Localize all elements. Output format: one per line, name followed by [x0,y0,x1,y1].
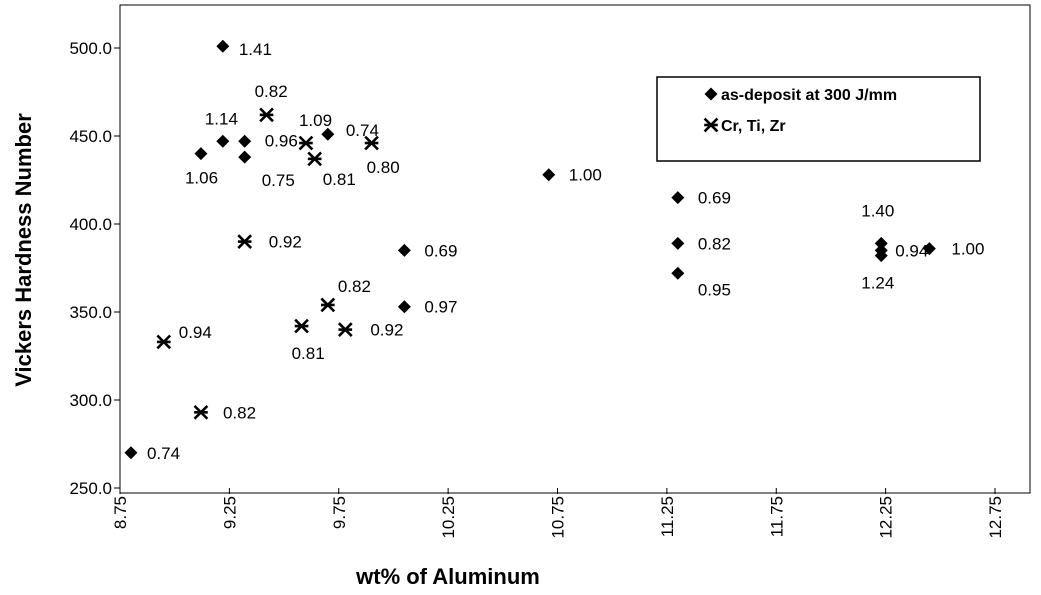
data-label-0-9: 1.00 [569,166,602,185]
x-tick-label-6: 11.75 [767,496,786,537]
point-asterisk-1 [193,404,209,420]
point-diamond-7 [397,243,411,257]
x-tick-label-7: 12.25 [877,496,896,539]
data-label-0-2: 1.06 [185,169,218,188]
data-label-1-6: 0.81 [292,344,325,363]
data-label-0-8: 0.97 [424,298,457,317]
data-label-1-7: 0.82 [338,277,371,296]
plot-border [119,4,1031,494]
series-1 [156,107,379,420]
data-label-0-16: 1.00 [951,240,984,259]
legend-label-1: Cr, Ti, Zr [721,118,786,135]
data-label-0-14: 0.94 [895,241,928,260]
data-label-0-11: 0.82 [698,234,731,253]
data-label-1-4: 1.09 [299,111,332,130]
data-label-0-6: 0.74 [346,121,379,140]
x-axis: 8.75 9.25 9.75 10.25 10.75 11.25 11.75 12.25 12.… [111,488,1005,539]
plot-area [119,4,1031,494]
y-tick-label-4: 450.0 [69,127,112,146]
data-label-0-12: 0.95 [698,280,731,299]
legend-label-0: as-deposit at 300 J/mm [721,87,897,104]
point-asterisk-9 [364,135,379,151]
point-asterisk-4 [298,135,314,151]
point-diamond-6 [321,127,335,141]
data-label-1-5: 0.81 [323,170,356,189]
point-asterisk-6 [294,318,309,334]
legend-asterisk-icon [703,117,719,133]
data-label-1-8: 0.92 [370,321,403,340]
point-diamond-2 [194,147,208,161]
point-diamond-11 [671,236,685,250]
data-label-0-10: 0.69 [698,189,731,208]
point-diamond-3 [216,134,230,148]
point-diamond-1 [216,39,230,53]
x-tick-label-8: 12.75 [986,496,1005,539]
data-label-0-7: 0.69 [424,241,457,260]
legend-diamond-icon [704,87,718,101]
x-tick-label-2: 9.75 [330,496,349,529]
point-diamond-0 [124,446,138,460]
point-asterisk-5 [307,151,323,167]
y-tick-label-2: 350.0 [69,303,112,322]
data-marks [124,39,936,460]
data-label-0-4: 0.96 [265,131,298,150]
x-tick-label-4: 10.75 [549,496,568,539]
x-axis-title: wt% of Aluminum [355,564,540,589]
y-axis: 250.0 300.0 350.0 400.0 450.0 500.0 [69,39,120,498]
point-diamond-9 [542,168,556,182]
y-tick-label-0: 250.0 [69,479,112,498]
data-label-0-1: 1.41 [239,40,272,59]
data-label-1-9: 0.80 [367,158,400,177]
series-0 [124,39,936,460]
y-tick-label-5: 500.0 [69,39,112,58]
point-diamond-16 [922,242,936,256]
data-label-0-3: 1.14 [205,109,238,128]
point-asterisk-3 [259,107,274,123]
point-diamond-12 [671,266,685,280]
point-diamond-5 [238,150,252,164]
point-diamond-15 [874,249,888,263]
y-tick-label-1: 300.0 [69,391,112,410]
data-label-1-3: 0.82 [255,82,288,101]
point-diamond-4 [238,134,252,148]
point-asterisk-8 [337,322,353,337]
x-tick-label-1: 9.25 [220,496,239,529]
point-asterisk-7 [320,297,336,313]
data-label-0-15: 1.24 [861,274,894,293]
data-label-1-1: 0.82 [223,403,256,422]
data-labels: 0.74 1.41 1.06 1.14 0.96 0.75 0.74 0.69 0.97 1.00… [147,40,985,463]
point-diamond-13 [874,236,888,250]
point-asterisk-0 [156,334,172,350]
x-tick-label-0: 8.75 [111,496,130,529]
x-tick-label-3: 10.25 [439,496,458,539]
y-tick-label-3: 400.0 [69,215,112,234]
point-asterisk-2 [237,234,253,249]
y-axis-title: Vickers Hardness Number [11,113,36,387]
legend: as-deposit at 300 J/mm Cr, Ti, Zr [656,76,981,162]
data-label-1-2: 0.92 [269,233,302,252]
data-label-0-0: 0.74 [147,444,180,463]
data-label-0-5: 0.75 [262,171,295,190]
data-label-1-0: 0.94 [179,323,212,342]
point-diamond-10 [671,191,685,205]
x-tick-label-5: 11.25 [658,496,677,537]
data-label-0-13: 1.40 [861,201,894,220]
point-diamond-8 [397,300,411,314]
